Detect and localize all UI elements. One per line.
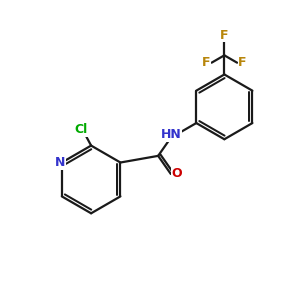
Text: F: F (238, 56, 247, 69)
Text: F: F (202, 56, 211, 69)
Text: N: N (55, 156, 65, 169)
Text: HN: HN (160, 128, 181, 141)
Text: O: O (171, 167, 182, 181)
Text: F: F (220, 29, 229, 42)
Text: Cl: Cl (74, 123, 87, 136)
